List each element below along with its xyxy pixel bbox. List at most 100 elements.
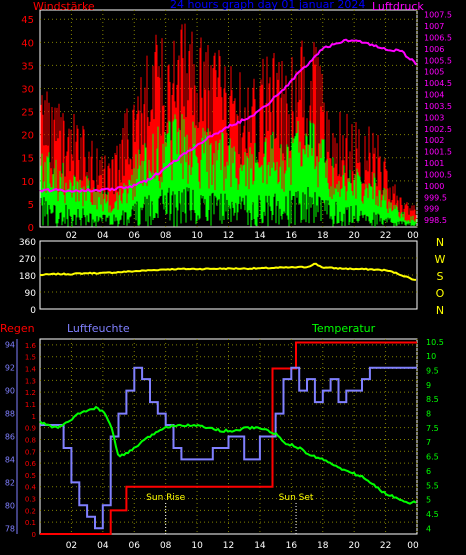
- wind-tick-label: 25: [21, 108, 34, 119]
- temperature-axis-label: Temperatur: [311, 322, 376, 335]
- pressure-tick-label: 1006.5: [424, 33, 452, 42]
- temperature-tick-label: 5: [426, 496, 431, 505]
- sun-marker-label: Sun Set: [279, 493, 314, 503]
- hour-tick-label: 06: [129, 541, 141, 551]
- hour-tick-label: 06: [129, 231, 141, 241]
- hour-tick-label: 18: [317, 541, 329, 551]
- sun-annotations: Sun Rise Sun Set: [146, 493, 314, 534]
- wind-tick-label: 0: [28, 223, 34, 234]
- wind-tick-label: 45: [21, 15, 34, 26]
- humidity-tick-label: 80: [5, 501, 15, 510]
- temperature-tick-label: 10.5: [426, 338, 444, 347]
- wind-tick-label: 10: [21, 177, 34, 188]
- rain-tick-label: 0.4: [25, 484, 37, 492]
- compass-tick-label: N: [436, 236, 444, 249]
- rain-tick-label: 0.1: [25, 519, 36, 527]
- hour-tick-label: 08: [160, 231, 172, 241]
- hour-tick-label: 02: [66, 231, 77, 241]
- temperature-tick-label: 7.5: [426, 424, 439, 433]
- pressure-tick-label: 1003.5: [424, 102, 452, 111]
- pressure-tick-label: 1001: [424, 159, 444, 168]
- wind-tick-label: 30: [21, 84, 34, 95]
- wind-pressure-series: [39, 23, 417, 227]
- pressure-tick-label: 1002: [424, 136, 444, 145]
- compass-tick-label: W: [435, 253, 446, 266]
- compass-tick-label: O: [436, 287, 445, 300]
- hour-tick-label: 10: [191, 231, 203, 241]
- wind-axis-label: Windstärke: [33, 0, 95, 13]
- hour-tick-label: 22: [380, 541, 391, 551]
- humidity-line: [40, 366, 417, 530]
- pressure-axis: 998.5 999 999.5 1000 1000.5 1001 1001.5 1002 100…: [424, 11, 452, 226]
- rain-tick-label: 0.7: [25, 448, 36, 456]
- direction-tick-label: 270: [19, 255, 36, 265]
- hour-tick-label: 00: [407, 231, 419, 241]
- humidity-tick-label: 92: [5, 364, 15, 373]
- hour-tick-label: 04: [97, 541, 109, 551]
- rain-tick-label: 0.8: [25, 436, 36, 444]
- humidity-tick-label: 90: [5, 387, 15, 396]
- compass-tick-label: N: [436, 304, 444, 317]
- humidity-tick-label: 86: [5, 433, 15, 442]
- humidity-tick-label: 84: [5, 455, 15, 464]
- wind-tick-label: 15: [21, 154, 34, 165]
- rain-tick-label: 1: [32, 413, 36, 421]
- direction-tick-label: 360: [19, 238, 36, 248]
- climate-series: [39, 341, 417, 535]
- hour-tick-label: 02: [66, 541, 77, 551]
- wind-tick-label: 5: [28, 200, 34, 211]
- humidity-axis: 78 80 82 84 86 88 90 92 94: [5, 339, 18, 534]
- humidity-tick-label: 88: [5, 410, 15, 419]
- pressure-tick-label: 1003: [424, 113, 444, 122]
- pressure-tick-label: 1004: [424, 91, 444, 100]
- pressure-tick-label: 1000: [424, 182, 444, 191]
- hour-tick-label: 16: [286, 231, 298, 241]
- rain-tick-label: 0: [32, 531, 36, 539]
- rain-humidity-temperature-panel: Regen Luftfeuchte Temperatur 78808284868…: [0, 322, 444, 551]
- humidity-tick-label: 78: [5, 524, 15, 533]
- hour-tick-label: 20: [348, 541, 360, 551]
- rain-tick-label: 0.2: [25, 507, 36, 515]
- temperature-tick-label: 6: [426, 467, 431, 476]
- pressure-axis-label: Luftdruck: [372, 0, 424, 13]
- hour-tick-label: 12: [223, 231, 234, 241]
- direction-series: [39, 262, 417, 281]
- direction-tick-label: 0: [30, 306, 36, 316]
- hour-tick-label: 20: [348, 231, 360, 241]
- humidity-tick-label: 82: [5, 478, 15, 487]
- temperature-tick-label: 7: [426, 438, 431, 447]
- sun-marker-label: Sun Rise: [146, 493, 185, 503]
- direction-grid: [40, 257, 417, 293]
- direction-line: [39, 262, 417, 281]
- pressure-tick-label: 999.5: [424, 193, 447, 202]
- humidity-tick-label: 94: [5, 341, 15, 350]
- rain-axis: 0 0.1 0.2 0.3 0.4 0.5 0.6 0.7 0.8 0.9 1 1.1 1.2 1.3 1.…: [25, 342, 37, 539]
- hour-tick-label: 14: [254, 231, 266, 241]
- temperature-tick-label: 4: [426, 524, 431, 533]
- temperature-tick-label: 5.5: [426, 481, 439, 490]
- wind-tick-label: 35: [21, 61, 34, 72]
- hour-tick-label: 00: [407, 541, 419, 551]
- rain-tick-label: 1.2: [25, 389, 36, 397]
- temperature-tick-label: 10: [426, 352, 436, 361]
- pressure-tick-label: 998.5: [424, 216, 447, 225]
- wind-tick-label: 40: [21, 38, 34, 49]
- rain-tick-label: 0.6: [25, 460, 37, 468]
- rain-tick-label: 0.5: [25, 472, 36, 480]
- rain-tick-label: 1.6: [25, 342, 37, 350]
- rain-tick-label: 0.3: [25, 496, 36, 504]
- pressure-tick-label: 1000.5: [424, 170, 452, 179]
- temperature-axis: 4 4.5 5 5.5 6 6.5 7 7.5 8 8.5 9 9.5 10 10.5: [426, 338, 444, 533]
- pressure-tick-label: 1005.5: [424, 56, 452, 65]
- pressure-tick-label: 999: [424, 205, 439, 214]
- rain-tick-label: 1.3: [25, 377, 36, 385]
- hour-tick-label: 10: [191, 541, 203, 551]
- pressure-tick-label: 1007.5: [424, 11, 452, 20]
- temperature-tick-label: 9: [426, 381, 431, 390]
- temperature-tick-label: 4.5: [426, 510, 439, 519]
- wind-speed-axis: 0 5 10 15 20 25 30 35 40 45: [21, 15, 34, 234]
- temperature-tick-label: 8: [426, 410, 431, 419]
